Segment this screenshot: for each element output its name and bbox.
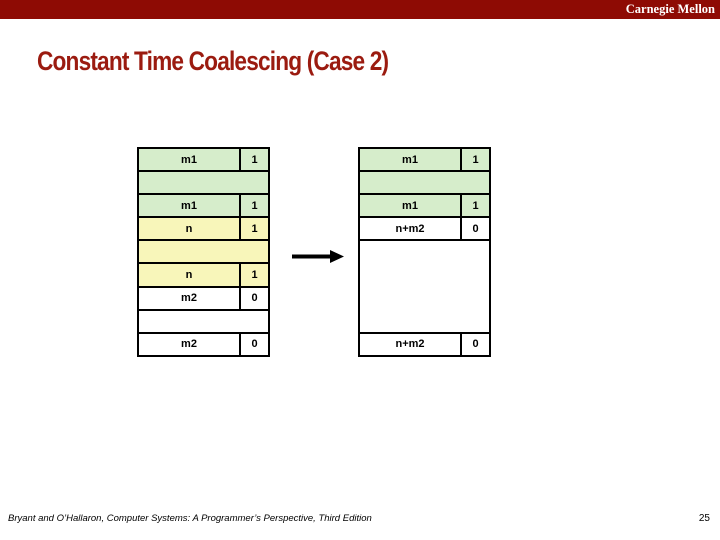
memory-block-row: n+m2 0: [360, 216, 489, 240]
memory-block-row: m1 1: [139, 149, 268, 171]
brand-text: Carnegie Mellon: [625, 2, 715, 16]
block-allocated-bit: 1: [239, 195, 268, 217]
block-allocated-bit: 0: [460, 218, 489, 240]
block-size-label: n: [185, 269, 193, 282]
block-allocated-bit: 1: [239, 218, 268, 240]
brand-banner: Carnegie Mellon: [0, 0, 720, 19]
heap-before-table: m1 1 m1 1 n 1 n 1 m2 0 m2 0: [137, 147, 270, 357]
block-size-label: [360, 241, 489, 331]
block-size-label: [139, 172, 268, 193]
heap-after-table: m1 1 m1 1 n+m2 0 n+m2 0: [358, 147, 491, 357]
block-allocated-bit: 1: [460, 195, 489, 217]
memory-block-row: m1 1: [360, 193, 489, 217]
block-size-label: m2: [181, 338, 197, 351]
memory-block-row: [139, 239, 268, 263]
block-allocated-bit: 1: [460, 149, 489, 171]
block-size-label: m1: [402, 153, 418, 166]
memory-block-row: [360, 239, 489, 332]
memory-block-row: [139, 170, 268, 194]
page-title: Constant Time Coalescing (Case 2): [37, 46, 389, 76]
block-size-label: n+m2: [395, 222, 425, 235]
memory-block-row: [139, 308, 268, 332]
footer-citation: Bryant and O’Hallaron, Computer Systems:…: [8, 513, 372, 524]
memory-block-row: m2 0: [139, 285, 268, 309]
page-number: 25: [698, 513, 710, 524]
block-size-label: m1: [402, 199, 418, 212]
block-size-label: n+m2: [395, 338, 425, 351]
memory-block-row: m2 0: [139, 331, 268, 355]
block-size-label: [139, 241, 268, 262]
block-size-label: m1: [181, 199, 197, 212]
block-size-label: m2: [181, 292, 197, 305]
block-size-label: m1: [181, 153, 197, 166]
block-size-label: [360, 172, 489, 193]
memory-block-row: n+m2 0: [360, 331, 489, 355]
block-allocated-bit: 1: [239, 149, 268, 171]
memory-block-row: m1 1: [360, 149, 489, 171]
arrow-right-icon: [292, 250, 344, 263]
memory-block-row: [360, 170, 489, 194]
memory-block-row: m1 1: [139, 193, 268, 217]
block-allocated-bit: 0: [460, 333, 489, 355]
block-allocated-bit: 1: [239, 264, 268, 286]
block-size-label: [139, 311, 268, 332]
block-size-label: n: [185, 222, 193, 235]
block-allocated-bit: 0: [239, 287, 268, 309]
block-allocated-bit: 0: [239, 333, 268, 355]
